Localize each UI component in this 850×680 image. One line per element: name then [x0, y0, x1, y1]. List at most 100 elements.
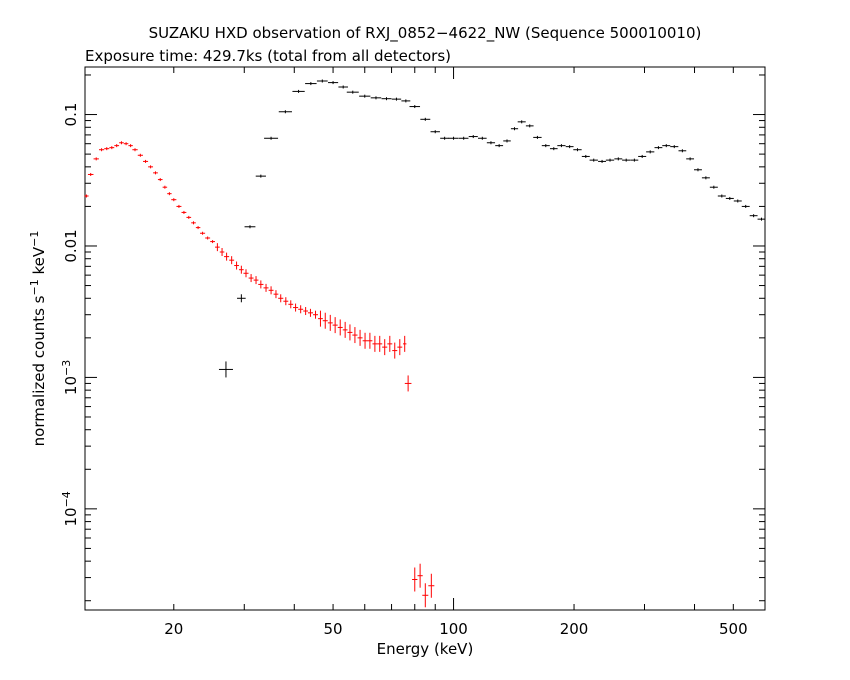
y-tick-label-base: 10: [62, 507, 80, 526]
y-axis-label-prefix: normalized counts s: [30, 295, 48, 446]
data-point: [84, 194, 89, 198]
data-point: [733, 199, 742, 203]
data-point: [725, 196, 734, 200]
y-axis-label: normalized counts s−1 keV−1: [28, 231, 49, 447]
data-point: [143, 159, 149, 163]
y-tick-label-base: 10: [62, 376, 80, 395]
data-point: [605, 158, 615, 162]
data-point: [278, 110, 292, 114]
data-point: [288, 300, 294, 309]
data-point: [292, 89, 305, 93]
data-point: [224, 252, 230, 261]
y-tick-label: 0.1: [62, 103, 80, 127]
data-point: [646, 150, 655, 154]
data-point: [717, 194, 726, 198]
data-point: [397, 339, 403, 356]
data-series: [84, 79, 766, 608]
data-point: [93, 157, 99, 161]
data-point: [654, 146, 663, 150]
data-point: [338, 85, 348, 89]
data-point: [557, 144, 566, 148]
data-point: [263, 283, 269, 292]
data-point: [218, 361, 233, 378]
data-point: [420, 117, 431, 121]
data-point: [307, 308, 313, 317]
data-point: [486, 141, 496, 145]
data-point: [128, 144, 133, 148]
data-point: [167, 192, 172, 196]
data-point: [573, 148, 582, 152]
data-point: [458, 136, 469, 140]
data-point: [293, 303, 299, 312]
data-point: [273, 290, 279, 299]
data-point: [239, 265, 244, 274]
y-tick-label: 10−3: [60, 360, 81, 395]
data-point: [305, 82, 317, 86]
data-point: [148, 165, 154, 169]
data-point: [468, 135, 478, 139]
data-point: [264, 136, 279, 140]
data-point: [638, 154, 647, 158]
data-point: [622, 158, 631, 162]
data-point: [417, 563, 423, 588]
data-point: [352, 327, 358, 344]
x-tick-label: 200: [560, 620, 589, 638]
data-point: [219, 247, 225, 256]
data-point: [229, 256, 235, 265]
data-point: [191, 221, 196, 225]
data-point: [98, 148, 105, 152]
data-point: [200, 231, 206, 235]
data-point: [123, 142, 129, 146]
data-point: [382, 339, 388, 356]
data-point: [119, 141, 124, 145]
data-point: [662, 144, 671, 148]
data-point: [362, 332, 368, 349]
data-point: [367, 332, 373, 349]
data-point: [387, 335, 393, 352]
data-point: [303, 307, 309, 316]
data-point: [347, 324, 353, 341]
data-point: [268, 286, 274, 295]
data-point: [549, 147, 558, 151]
x-tick-label: 20: [164, 620, 183, 638]
data-point: [372, 335, 378, 352]
chart-subtitle: Exposure time: 429.7ks (total from all d…: [85, 47, 451, 65]
x-tick-label: 500: [719, 620, 748, 638]
data-point: [589, 158, 598, 162]
data-point: [709, 185, 718, 189]
data-point: [402, 335, 407, 352]
x-tick-label: 50: [324, 620, 343, 638]
data-point: [318, 310, 323, 327]
data-point: [757, 217, 766, 221]
data-point: [237, 294, 246, 303]
data-point: [258, 280, 264, 289]
data-point: [328, 81, 339, 85]
data-point: [283, 297, 289, 306]
data-point: [701, 176, 710, 180]
data-point: [503, 139, 511, 143]
data-point: [581, 154, 590, 158]
data-point: [104, 147, 110, 151]
data-point: [176, 204, 182, 208]
data-point: [278, 294, 284, 303]
data-point: [694, 168, 702, 172]
data-point: [157, 178, 163, 182]
data-point: [412, 567, 418, 592]
data-point: [448, 136, 459, 140]
x-tick-labels: 20 50 100 200 500: [164, 620, 747, 638]
data-point: [409, 105, 421, 109]
data-point: [322, 312, 328, 329]
data-point: [517, 120, 526, 124]
data-point: [392, 342, 398, 359]
data-point: [205, 236, 211, 240]
data-point: [337, 319, 343, 336]
data-point: [342, 321, 348, 338]
plot-frame: [84, 66, 766, 611]
chart-title: SUZAKU HXD observation of RXJ_0852−4622_…: [149, 24, 702, 43]
series-0: [84, 141, 435, 608]
data-point: [234, 261, 239, 270]
data-point: [422, 583, 429, 608]
data-point: [391, 97, 402, 101]
data-point: [495, 144, 504, 148]
data-point: [381, 97, 392, 101]
